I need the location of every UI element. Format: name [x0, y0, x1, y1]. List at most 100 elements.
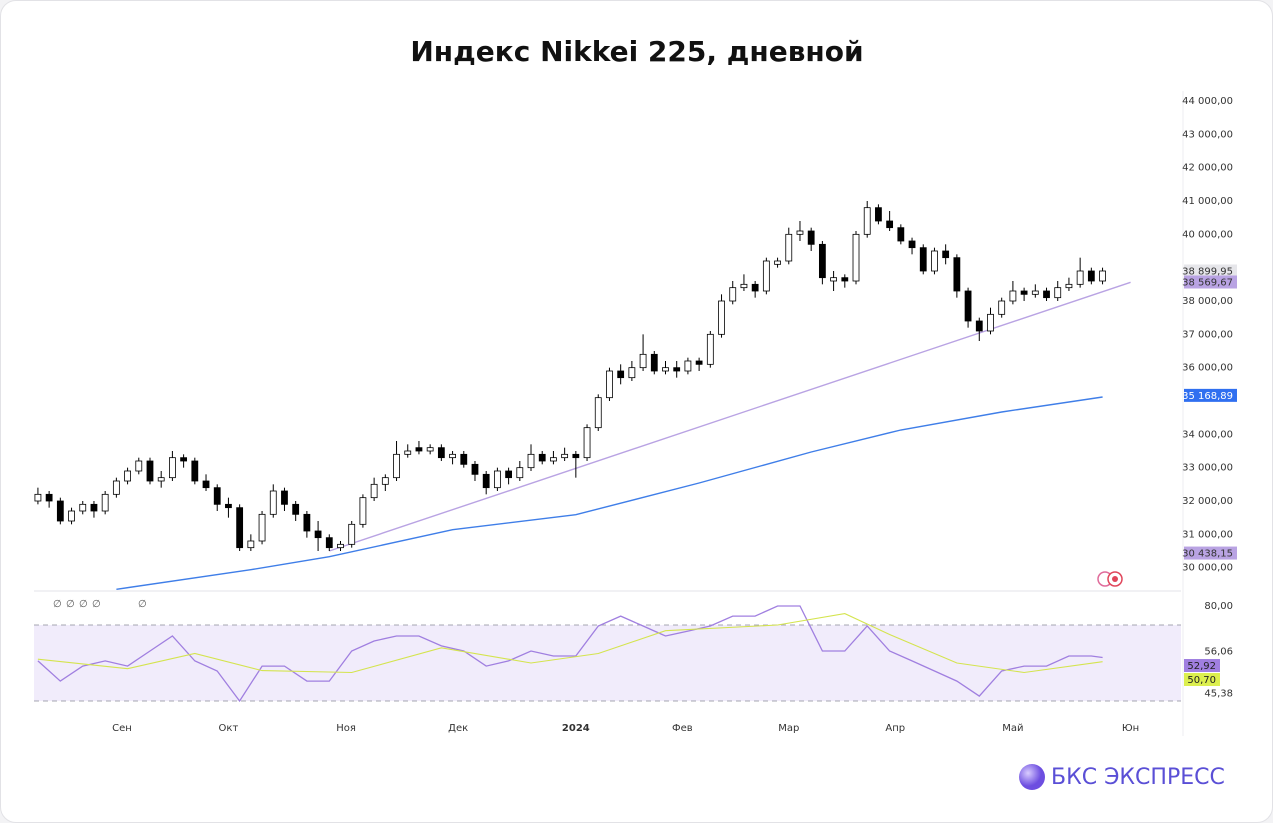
x-tick-label: Окт: [219, 723, 239, 734]
price-line: [329, 281, 1131, 552]
indicator-value: ∅: [66, 599, 75, 610]
candle-body: [594, 397, 602, 429]
candle-body: [841, 277, 849, 282]
candle-body: [281, 490, 288, 505]
candle-body: [818, 243, 826, 279]
y-tick-label: 37 000,00: [1182, 329, 1233, 340]
candle-body: [146, 460, 154, 482]
candle-body: [482, 473, 490, 489]
y-tick-label: 32 000,00: [1182, 496, 1233, 507]
candle-body: [202, 480, 210, 489]
candle-body: [247, 540, 255, 549]
brand-logo: [1019, 764, 1045, 790]
price-label: 38 569,67: [1182, 278, 1233, 289]
candle-body: [359, 497, 367, 525]
candle-body: [1065, 283, 1073, 289]
candle-body: [886, 220, 894, 229]
candle-body: [572, 453, 580, 459]
price-label-bg: [1184, 388, 1237, 402]
y-tick-label: 33 000,00: [1182, 463, 1233, 474]
candle-body: [68, 510, 75, 522]
candle-body: [1043, 290, 1050, 299]
price-line: [116, 396, 1103, 590]
y-tick-label: 34 000,00: [1182, 429, 1233, 440]
candle-body: [225, 503, 232, 509]
candle-body: [908, 240, 916, 249]
y-tick-label: 42 000,00: [1182, 163, 1233, 174]
candle-body: [213, 487, 221, 505]
y-tick-label: 38 000,00: [1182, 296, 1233, 307]
candle-body: [505, 470, 513, 479]
price-label: 38 899,95: [1182, 267, 1233, 278]
candle-body: [729, 287, 737, 302]
candle-body: [90, 503, 98, 512]
y-tick-label: 36 000,00: [1182, 363, 1233, 374]
rsi-line: [37, 605, 1103, 703]
candle-body: [628, 367, 636, 379]
x-tick-label: Апр: [885, 723, 905, 734]
rsi-line: [37, 613, 1103, 674]
y-tick-label: 30 000,00: [1182, 563, 1233, 574]
candle-body: [662, 367, 669, 372]
candle-body: [807, 230, 815, 245]
candle-body: [863, 207, 871, 235]
price-label-bg: [1184, 275, 1237, 289]
candle-body: [381, 477, 389, 485]
candle-body: [1087, 270, 1095, 282]
candle-body: [516, 467, 524, 479]
indicator-value: ∅: [92, 599, 101, 610]
candle-body: [942, 250, 950, 259]
candle-body: [292, 503, 300, 515]
candle-body: [426, 447, 434, 452]
y-tick-label: 40 000,00: [1182, 229, 1233, 240]
candle-body: [314, 530, 322, 539]
candle-body: [191, 460, 199, 482]
candle-body: [471, 463, 479, 475]
candle-body: [852, 233, 860, 282]
candle-body: [875, 207, 882, 222]
candle-body: [718, 300, 725, 335]
candle-body: [325, 537, 333, 549]
x-tick-label: Дек: [448, 723, 468, 734]
candle-body: [1020, 290, 1028, 295]
candle-body: [236, 507, 244, 549]
candle-body: [1099, 270, 1106, 282]
candle-body: [762, 260, 770, 292]
candle-body: [404, 450, 412, 455]
candle-body: [45, 493, 53, 502]
candle-body: [56, 500, 64, 522]
y-tick-label: 44 000,00: [1182, 96, 1233, 107]
value-marker: 52,92: [1187, 661, 1216, 672]
candle-body: [931, 250, 938, 272]
candle-body: [449, 453, 456, 459]
candle-body: [101, 493, 109, 512]
price-label: 35 168,89: [1182, 391, 1233, 402]
candle-body: [112, 480, 120, 495]
candle-body: [919, 247, 927, 272]
candle-body: [1076, 270, 1084, 285]
candle-body: [1054, 287, 1062, 299]
y-tick-label: 41 000,00: [1182, 196, 1233, 207]
candle-body: [830, 277, 837, 282]
candle-body: [157, 477, 165, 482]
candle-body: [740, 283, 748, 289]
candle-body: [180, 457, 188, 462]
indicator-value: ∅: [79, 599, 88, 610]
candle-body: [953, 257, 961, 292]
y-tick-label: 43 000,00: [1182, 129, 1233, 140]
candle-body: [684, 360, 692, 372]
y-tick-label: 56,06: [1204, 647, 1233, 658]
candle-body: [796, 230, 804, 235]
candle-body: [695, 360, 703, 365]
candle-body: [303, 513, 311, 532]
candle-body: [393, 453, 400, 479]
candle-body: [415, 447, 423, 452]
x-tick-label: Фев: [672, 723, 693, 734]
candle-body: [561, 453, 569, 459]
y-tick-label: 45,38: [1204, 689, 1233, 700]
candle-body: [975, 320, 983, 332]
candle-body: [34, 493, 42, 502]
candle-body: [583, 427, 591, 459]
candle-body: [169, 457, 176, 479]
y-tick-label: 80,00: [1204, 601, 1233, 612]
